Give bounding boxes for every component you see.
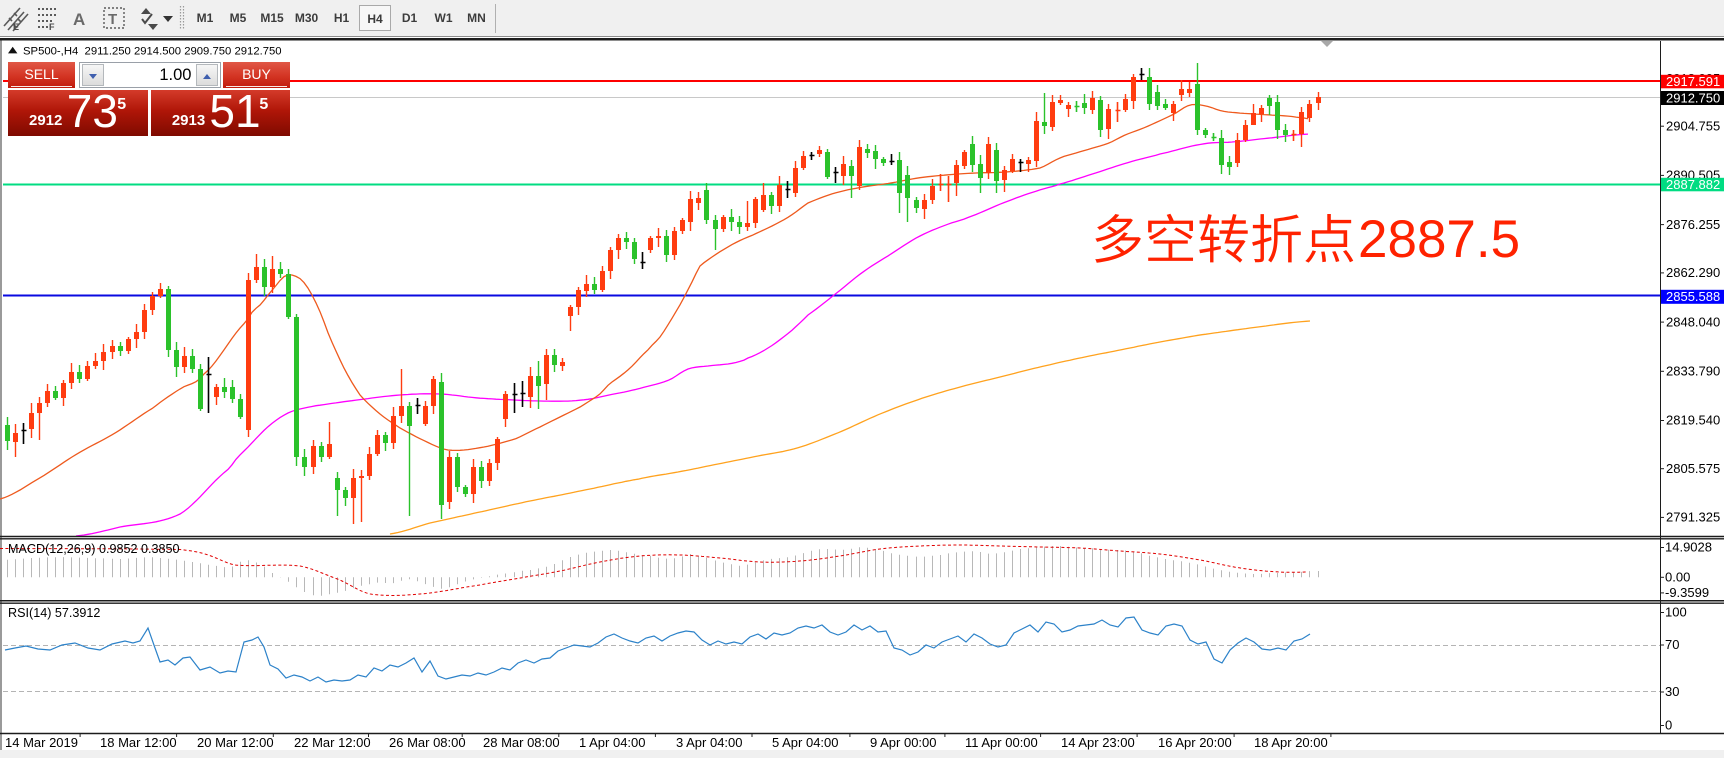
svg-text:28 Mar 08:00: 28 Mar 08:00 [483, 735, 560, 750]
svg-text:26 Mar 08:00: 26 Mar 08:00 [389, 735, 466, 750]
svg-text:22 Mar 12:00: 22 Mar 12:00 [294, 735, 371, 750]
svg-text:MACD(12,26,9) 0.9852 0.3850: MACD(12,26,9) 0.9852 0.3850 [8, 542, 180, 556]
svg-text:2791.325: 2791.325 [1666, 510, 1720, 525]
svg-text:2819.540: 2819.540 [1666, 413, 1720, 428]
svg-text:F: F [49, 22, 55, 32]
svg-text:2805.575: 2805.575 [1666, 461, 1720, 476]
svg-text:2848.040: 2848.040 [1666, 314, 1720, 329]
svg-text:2876.255: 2876.255 [1666, 217, 1720, 232]
svg-text:A: A [73, 10, 85, 29]
svg-text:RSI(14) 57.3912: RSI(14) 57.3912 [8, 606, 100, 620]
svg-text:0: 0 [1665, 718, 1672, 733]
svg-text:70: 70 [1665, 637, 1679, 652]
svg-text:2833.790: 2833.790 [1666, 364, 1720, 379]
svg-text:3 Apr 04:00: 3 Apr 04:00 [676, 735, 743, 750]
svg-text:14.9028: 14.9028 [1665, 540, 1712, 555]
svg-text:2887.882: 2887.882 [1666, 177, 1720, 192]
svg-text:20 Mar 12:00: 20 Mar 12:00 [197, 735, 274, 750]
svg-text:2912.750: 2912.750 [1666, 90, 1720, 105]
svg-text:2855.588: 2855.588 [1666, 289, 1720, 304]
svg-text:2887.5: 2887.5 [1358, 210, 1520, 269]
svg-text:-9.3599: -9.3599 [1665, 585, 1709, 600]
svg-text:2862.290: 2862.290 [1666, 265, 1720, 280]
svg-text:14 Mar 2019: 14 Mar 2019 [5, 735, 78, 750]
svg-text:2904.755: 2904.755 [1666, 118, 1720, 133]
svg-text:T: T [108, 11, 117, 28]
svg-text:1 Apr 04:00: 1 Apr 04:00 [579, 735, 646, 750]
svg-text:100: 100 [1665, 605, 1687, 620]
svg-text:18 Mar 12:00: 18 Mar 12:00 [100, 735, 177, 750]
svg-text:30: 30 [1665, 684, 1679, 699]
svg-text:18 Apr 20:00: 18 Apr 20:00 [1254, 735, 1328, 750]
svg-text:SP500-,H4 2911.250 2914.500 2: SP500-,H4 2911.250 2914.500 2909.750 291… [23, 46, 282, 58]
svg-text:0.00: 0.00 [1665, 570, 1690, 585]
svg-text:14 Apr 23:00: 14 Apr 23:00 [1061, 735, 1135, 750]
svg-text:16 Apr 20:00: 16 Apr 20:00 [1158, 735, 1232, 750]
svg-text:5 Apr 04:00: 5 Apr 04:00 [772, 735, 839, 750]
svg-text:E: E [13, 22, 19, 32]
svg-text:2917.591: 2917.591 [1666, 74, 1720, 89]
svg-text:9 Apr 00:00: 9 Apr 00:00 [870, 735, 937, 750]
svg-text:11 Apr 00:00: 11 Apr 00:00 [965, 735, 1038, 750]
